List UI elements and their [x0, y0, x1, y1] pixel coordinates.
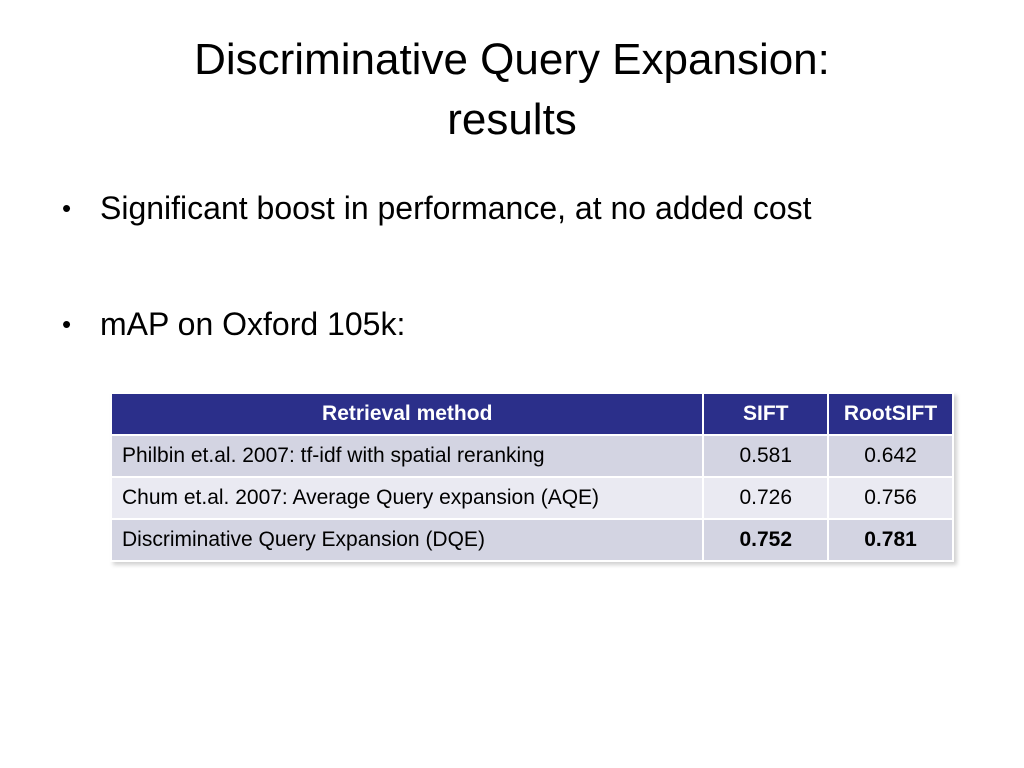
bullet-icon: •	[62, 309, 72, 339]
sift-cell: 0.752	[702, 518, 830, 562]
bullet-list: • Significant boost in performance, at n…	[62, 186, 962, 346]
results-table: Retrieval method SIFT RootSIFT Philbin e…	[109, 392, 954, 562]
sift-cell: 0.726	[702, 476, 830, 520]
rootsift-cell: 0.756	[827, 476, 954, 520]
table-row: Philbin et.al. 2007: tf-idf with spatial…	[109, 434, 954, 478]
slide-title-line-1: Discriminative Query Expansion:	[194, 35, 830, 84]
table-header-row: Retrieval method SIFT RootSIFT	[109, 392, 954, 436]
header-retrieval-method: Retrieval method	[109, 392, 705, 436]
header-rootsift: RootSIFT	[827, 392, 954, 436]
bullet-text: mAP on Oxford 105k:	[100, 306, 406, 342]
rootsift-cell: 0.642	[827, 434, 954, 478]
sift-cell: 0.581	[702, 434, 830, 478]
bullet-icon: •	[62, 193, 72, 223]
method-cell: Chum et.al. 2007: Average Query expansio…	[109, 476, 705, 520]
header-sift: SIFT	[702, 392, 830, 436]
bullet-item: • Significant boost in performance, at n…	[62, 186, 962, 230]
method-cell: Discriminative Query Expansion (DQE)	[109, 518, 705, 562]
table-row: Chum et.al. 2007: Average Query expansio…	[109, 476, 954, 520]
slide-title-line-2: results	[447, 95, 577, 144]
rootsift-cell: 0.781	[827, 518, 954, 562]
method-cell: Philbin et.al. 2007: tf-idf with spatial…	[109, 434, 705, 478]
slide-title: Discriminative Query Expansion: results	[60, 30, 964, 150]
bullet-item: • mAP on Oxford 105k:	[62, 302, 962, 346]
table-row: Discriminative Query Expansion (DQE) 0.7…	[109, 518, 954, 562]
bullet-text: Significant boost in performance, at no …	[100, 190, 812, 226]
